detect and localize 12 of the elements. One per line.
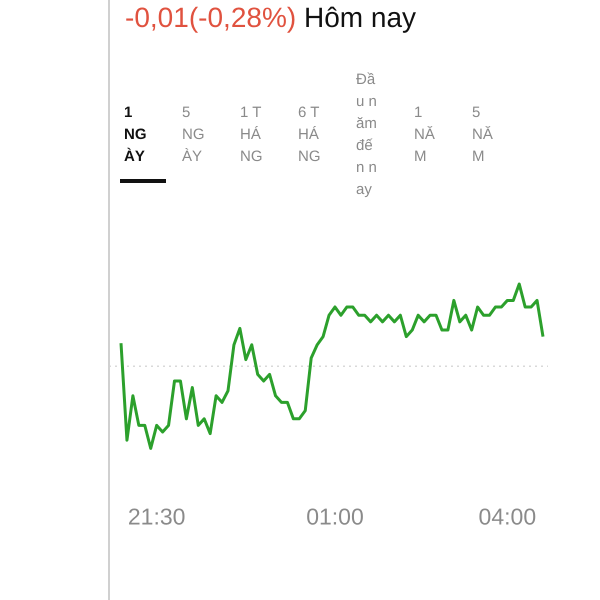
x-tick-label: 01:00 (306, 504, 364, 530)
x-tick-label: 04:00 (478, 504, 536, 530)
text: 6 THÁNG (298, 103, 321, 167)
text: 1 THÁNG (240, 103, 263, 167)
text: -0,01(-0,28%) (125, 2, 296, 33)
chart-title: Hôm nay (304, 2, 416, 33)
x-tick-label: 21:30 (128, 504, 186, 530)
text: 5 NĂM (472, 103, 494, 167)
text: 5 NGÀY (182, 103, 205, 167)
text: 1 NĂM (414, 103, 436, 167)
text: 1 NGÀY (124, 103, 147, 167)
text: Đầu năm đến nay (356, 70, 378, 200)
